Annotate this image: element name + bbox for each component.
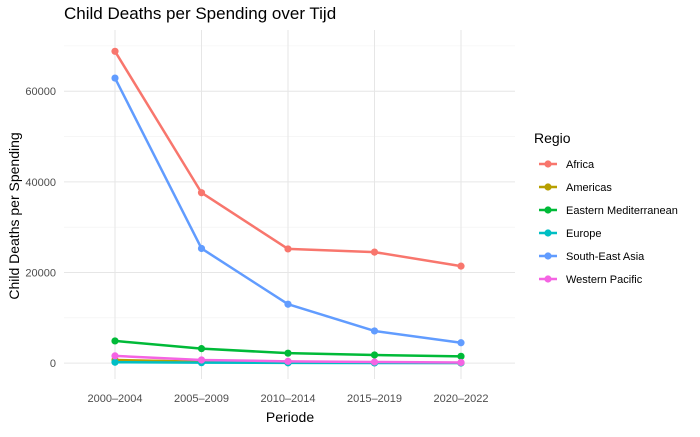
data-point: [370, 248, 379, 256]
x-tick-label: 2020–2022: [433, 393, 488, 405]
data-point: [111, 337, 119, 345]
data-point: [197, 244, 206, 253]
data-point: [284, 349, 292, 357]
data-point: [284, 357, 292, 365]
legend-key-point: [544, 229, 552, 237]
legend-label: Western Pacific: [566, 274, 643, 286]
grid-lines: [64, 30, 515, 379]
legend-item: Western Pacific: [539, 274, 643, 286]
x-axis-title: Periode: [266, 409, 314, 425]
legend-key-point: [544, 183, 552, 191]
data-point: [457, 358, 465, 367]
data-point: [111, 74, 119, 82]
data-point: [197, 189, 206, 197]
data-point: [370, 358, 379, 366]
x-tick-labels: 2000–2004 2005–2009 2010–2014 2015–2019 2020…: [87, 393, 488, 405]
y-tick-label: 0: [50, 358, 56, 370]
y-tick-label: 40000: [25, 177, 56, 189]
legend-key-point: [544, 275, 552, 283]
legend-title: Regio: [534, 130, 571, 146]
x-tick-label: 2010–2014: [260, 393, 315, 405]
legend-item: South-East Asia: [539, 251, 645, 263]
y-axis-title: Child Deaths per Spending: [6, 132, 22, 299]
x-tick-label: 2000–2004: [87, 393, 142, 405]
legend-label: Americas: [566, 182, 612, 194]
data-point: [197, 345, 206, 353]
data-point: [370, 351, 379, 359]
series-lines: [111, 47, 465, 367]
x-tick-label: 2015–2019: [347, 393, 402, 405]
chart-title: Child Deaths per Spending over Tijd: [64, 4, 336, 23]
data-point: [457, 339, 465, 347]
legend: Regio Africa Americas Eastern Mediterranea…: [534, 130, 678, 286]
legend-key-point: [544, 160, 552, 168]
data-point: [370, 327, 379, 335]
legend-label: Africa: [566, 159, 595, 171]
data-point: [284, 245, 292, 253]
legend-item: Europe: [539, 228, 601, 240]
data-point: [111, 358, 119, 366]
data-point: [284, 300, 292, 308]
series-eastern-mediterranean: [111, 337, 465, 360]
legend-label: Europe: [566, 228, 601, 240]
series-western-pacific: [111, 352, 465, 367]
y-tick-label: 60000: [25, 86, 56, 98]
legend-key-point: [544, 252, 552, 260]
data-point: [457, 352, 465, 360]
x-tick-label: 2005–2009: [174, 393, 229, 405]
data-point: [111, 352, 119, 360]
data-point: [197, 356, 206, 364]
series-africa: [111, 47, 465, 270]
data-point: [457, 262, 465, 270]
legend-item: Eastern Mediterranean: [539, 205, 678, 217]
legend-item: Africa: [539, 159, 595, 171]
legend-key-point: [544, 206, 552, 214]
data-point: [111, 47, 119, 55]
legend-label: South-East Asia: [566, 251, 645, 263]
legend-label: Eastern Mediterranean: [566, 205, 678, 217]
y-tick-labels: 0 20000 40000 60000: [25, 86, 56, 370]
y-tick-label: 20000: [25, 267, 56, 279]
series-south-east-asia: [111, 74, 465, 347]
legend-item: Americas: [539, 182, 612, 194]
